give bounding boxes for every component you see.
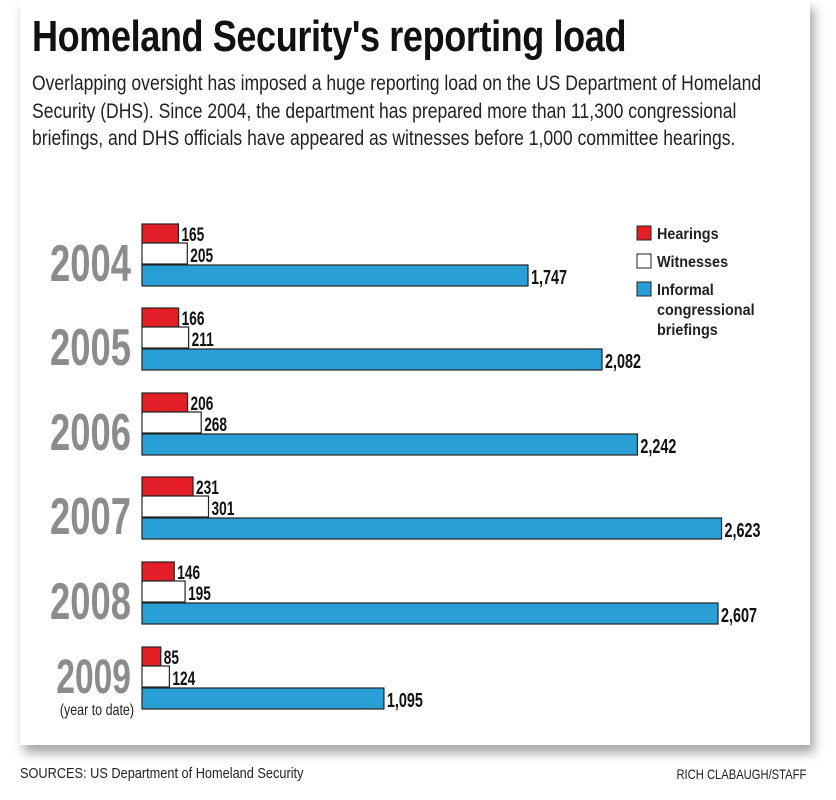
bar-informal	[141, 517, 723, 540]
year-label: 2006	[50, 402, 131, 461]
year-label: 2009	[56, 649, 131, 703]
value-label: 301	[212, 498, 235, 520]
value-label: 1,747	[531, 266, 567, 289]
bar-informal	[141, 602, 719, 625]
value-label: 166	[182, 308, 205, 330]
legend-swatch	[636, 281, 652, 297]
bar-hearings	[141, 307, 180, 328]
value-label: 2,082	[605, 350, 641, 373]
value-label: 206	[191, 393, 214, 415]
bar-witnesses	[141, 665, 170, 688]
bar-hearings	[141, 223, 180, 244]
credit-note: RICH CLABAUGH/STAFF	[676, 766, 806, 782]
legend-swatch	[636, 253, 652, 269]
legend-label: Informal	[657, 281, 714, 299]
bar-witnesses	[141, 242, 188, 265]
value-label: 2,242	[640, 435, 676, 458]
value-label: 124	[172, 668, 195, 690]
value-label: 165	[181, 224, 204, 246]
value-label: 2,607	[721, 604, 757, 627]
legend-label: Hearings	[657, 225, 719, 243]
year-label: 2007	[50, 486, 131, 545]
bar-informal	[141, 687, 385, 710]
source-note: SOURCES: US Department of Homeland Secur…	[20, 765, 304, 782]
bar-witnesses	[141, 495, 210, 518]
bar-hearings	[141, 392, 189, 413]
bar-informal	[141, 264, 529, 287]
bar-witnesses	[141, 580, 186, 603]
value-label: 1,095	[387, 689, 423, 712]
legend-swatch	[636, 225, 652, 241]
chart-subtitle: Overlapping oversight has imposed a huge…	[32, 72, 762, 150]
value-label: 146	[177, 562, 200, 584]
legend-label: briefings	[657, 321, 718, 339]
bar-hearings	[141, 476, 194, 497]
year-label: 2004	[50, 233, 131, 292]
bar-hearings	[141, 646, 162, 667]
year-note: (year to date)	[60, 702, 134, 720]
year-label: 2005	[50, 317, 131, 376]
value-label: 231	[196, 477, 219, 499]
value-label: 205	[190, 245, 213, 267]
value-label: 2,623	[725, 519, 761, 542]
bar-informal	[141, 348, 603, 371]
legend-label: Witnesses	[657, 253, 728, 271]
value-label: 211	[192, 329, 214, 351]
value-label: 268	[204, 414, 227, 436]
bar-witnesses	[141, 411, 202, 434]
bar-informal	[141, 433, 638, 456]
year-label: 2008	[50, 571, 131, 630]
chart-title: Homeland Security's reporting load	[32, 12, 627, 61]
bar-hearings	[141, 561, 175, 582]
legend-label: congressional	[657, 301, 755, 319]
value-label: 85	[164, 647, 179, 669]
bar-witnesses	[141, 326, 190, 349]
value-label: 195	[188, 583, 211, 605]
